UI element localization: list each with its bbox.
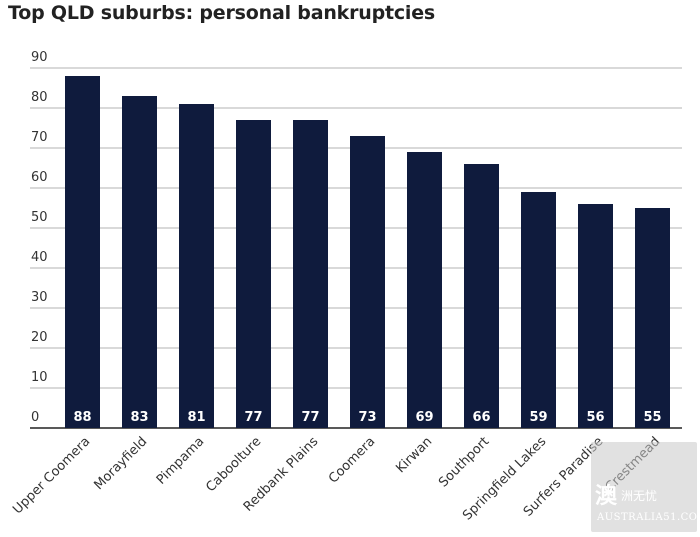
y-tick-label: 40 <box>31 250 48 265</box>
y-tick-label: 20 <box>31 330 48 345</box>
watermark-site: AUSTRALIA51.COM <box>597 512 700 523</box>
data-label: 73 <box>358 410 376 425</box>
data-label: 56 <box>586 410 604 425</box>
bar-surfers-paradise <box>578 204 613 428</box>
data-label: 77 <box>301 410 319 425</box>
bar-southport <box>464 164 499 428</box>
data-label: 69 <box>415 410 433 425</box>
data-label: 81 <box>187 410 205 425</box>
y-tick-label: 50 <box>31 210 48 225</box>
data-label: 77 <box>244 410 262 425</box>
bar-springfield-lakes <box>521 192 556 428</box>
watermark-brand-text: 洲无忧 <box>621 489 658 503</box>
bar-redbank-plains <box>293 120 328 428</box>
x-tick-label: Southport <box>436 434 492 490</box>
data-label: 83 <box>130 410 148 425</box>
data-label: 55 <box>643 410 661 425</box>
bar-kirwan <box>407 152 442 428</box>
bars <box>65 76 670 428</box>
y-tick-label: 30 <box>31 290 48 305</box>
x-tick-label: Morayfield <box>91 434 150 493</box>
bar-caboolture <box>236 120 271 428</box>
y-tick-label: 10 <box>31 370 48 385</box>
x-tick-label: Caboolture <box>203 434 264 495</box>
x-tick-label: Upper Coomera <box>10 434 93 517</box>
y-tick-label: 80 <box>31 90 48 105</box>
y-tick-label: 70 <box>31 130 48 145</box>
x-tick-label: Pimpama <box>154 434 208 488</box>
y-tick-label: 0 <box>31 410 39 425</box>
data-label: 66 <box>472 410 490 425</box>
bar-coomera <box>350 136 385 428</box>
x-tick-label: Coomera <box>326 434 378 486</box>
watermark-logo: 澳 洲无忧 AUSTRALIA51.COM <box>591 442 700 532</box>
watermark-brand-char: 澳 <box>595 484 618 509</box>
bar-morayfield <box>122 96 157 428</box>
data-label: 88 <box>73 410 91 425</box>
bar-upper-coomera <box>65 76 100 428</box>
y-tick-label: 60 <box>31 170 48 185</box>
y-tick-label: 90 <box>31 50 48 65</box>
x-tick-label: Kirwan <box>393 434 435 476</box>
data-labels: 88 83 81 77 77 73 69 66 59 56 55 <box>73 410 661 425</box>
data-label: 59 <box>529 410 547 425</box>
y-axis-ticks: 0 10 20 30 40 50 60 70 80 90 <box>31 50 48 425</box>
bar-crestmead <box>635 208 670 428</box>
chart-title: Top QLD suburbs: personal bankruptcies <box>8 2 436 24</box>
bar-pimpama <box>179 104 214 428</box>
